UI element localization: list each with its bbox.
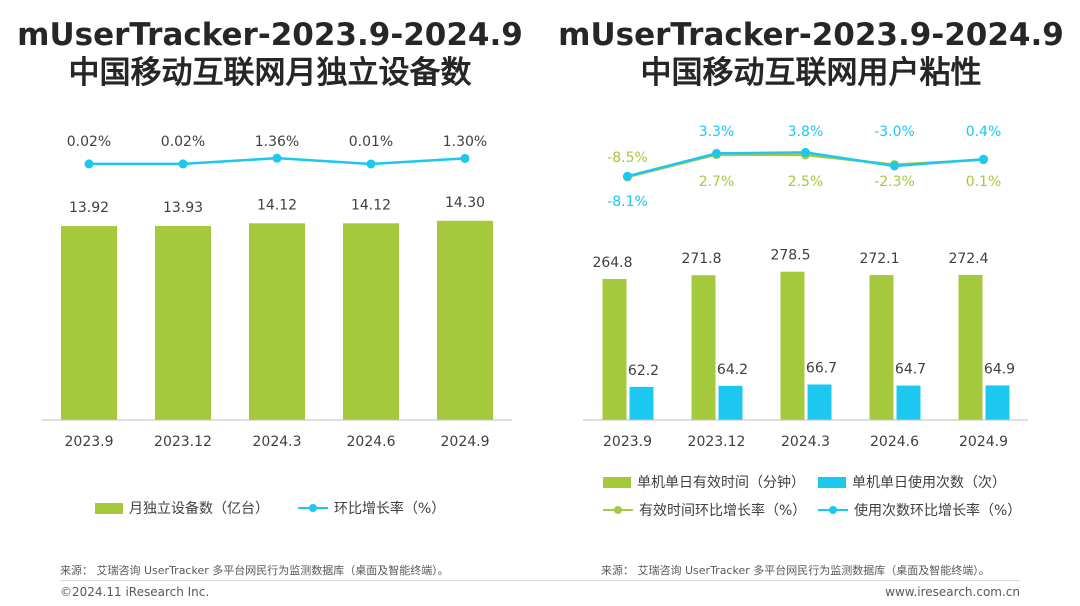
bar-devices xyxy=(249,223,305,420)
line-value-label: 1.30% xyxy=(443,134,487,150)
legend-item-mom-rate: 环比增长率（%） xyxy=(298,498,445,518)
legend-item-frequency: 单机单日使用次数（次） xyxy=(818,472,1006,492)
bar-value-label: 13.92 xyxy=(69,200,109,216)
legend-item-devices: 月独立设备数（亿台） xyxy=(95,498,269,518)
legend-swatch-green-bar xyxy=(95,502,123,514)
x-tick-label: 2024.6 xyxy=(347,434,396,450)
bar-frequency xyxy=(807,384,832,420)
line-value-label-duration-rate: 2.5% xyxy=(788,174,824,190)
legend-label: 单机单日使用次数（次） xyxy=(852,475,1006,491)
footer-divider xyxy=(60,580,1020,581)
legend-label: 使用次数环比增长率（%） xyxy=(854,503,1022,519)
bar-value-label: 14.30 xyxy=(445,195,485,211)
legend-item-duration-rate: 有效时间环比增长率（%） xyxy=(603,500,806,520)
line-point-mom-rate xyxy=(366,159,376,169)
line-value-label: 0.02% xyxy=(161,134,205,150)
bar-value-label: 272.4 xyxy=(948,251,988,267)
line-value-label: 1.36% xyxy=(255,134,299,150)
bar-frequency xyxy=(896,385,921,420)
right-chart: 264.8 62.2 2023.9 271.8 64.2 2023.12 278.5 66.7… xyxy=(583,124,1028,450)
legend-swatch-blue-bar xyxy=(818,476,846,488)
right-title-line1: mUserTracker-2023.9-2024.9 xyxy=(558,17,1064,53)
source-note-left: 来源： 艾瑞咨询 UserTracker 多平台网民行为监测数据库（桌面及智能终… xyxy=(60,564,449,577)
x-tick-label: 2024.3 xyxy=(781,434,830,450)
left-chart: 13.92 2023.9 13.93 2023.12 14.12 2024.3 14.12 2… xyxy=(42,134,512,450)
legend-label: 月独立设备数（亿台） xyxy=(129,501,269,517)
copyright: ©2024.11 iResearch Inc. xyxy=(60,585,210,599)
legend-swatch-green-line xyxy=(603,504,633,516)
left-chart-title: mUserTracker-2023.9-2024.9 中国移动互联网月独立设备数 xyxy=(5,16,535,92)
bar-value-label: 264.8 xyxy=(592,255,632,271)
bar-value-label: 62.2 xyxy=(628,363,659,379)
line-point-frequency-rate xyxy=(623,171,632,181)
line-value-label-duration-rate: -8.5% xyxy=(607,150,648,166)
legend-label: 单机单日有效时间（分钟） xyxy=(637,475,805,491)
right-title-line2: 中国移动互联网用户粘性 xyxy=(640,55,982,91)
bar-value-label: 14.12 xyxy=(351,197,391,213)
line-point-mom-rate xyxy=(84,159,94,169)
bar-duration xyxy=(691,275,716,420)
bar-value-label: 271.8 xyxy=(681,251,721,267)
x-tick-label: 2024.9 xyxy=(441,434,490,450)
source-note-right: 来源： 艾瑞咨询 UserTracker 多平台网民行为监测数据库（桌面及智能终… xyxy=(601,564,990,577)
left-title-line1: mUserTracker-2023.9-2024.9 xyxy=(17,17,523,53)
x-tick-label: 2023.9 xyxy=(65,434,114,450)
bar-duration xyxy=(958,274,983,420)
legend-label: 有效时间环比增长率（%） xyxy=(639,503,807,519)
line-point-frequency-rate xyxy=(801,147,810,157)
bar-frequency xyxy=(718,385,743,420)
website-link[interactable]: www.iresearch.com.cn xyxy=(885,585,1020,599)
line-value-label-frequency-rate: -8.1% xyxy=(607,194,648,210)
bar-value-label: 13.93 xyxy=(163,200,203,216)
bar-duration xyxy=(869,275,894,420)
line-point-mom-rate xyxy=(460,153,470,163)
bar-duration xyxy=(780,271,805,420)
legend-swatch-blue-line xyxy=(298,502,328,514)
bar-value-label: 66.7 xyxy=(806,360,837,376)
line-value-label: 0.02% xyxy=(67,134,111,150)
bar-devices xyxy=(343,223,399,420)
line-value-label-frequency-rate: 0.4% xyxy=(966,124,1002,140)
bar-value-label: 64.7 xyxy=(895,362,926,378)
line-value-label-duration-rate: -2.3% xyxy=(874,174,915,190)
line-point-frequency-rate xyxy=(712,148,721,158)
x-tick-label: 2023.9 xyxy=(603,434,652,450)
bar-frequency xyxy=(629,386,654,420)
left-title-line2: 中国移动互联网月独立设备数 xyxy=(68,55,472,91)
x-tick-label: 2024.9 xyxy=(959,434,1008,450)
bar-value-label: 64.2 xyxy=(717,362,748,378)
bar-duration xyxy=(602,278,627,420)
line-value-label-duration-rate: 0.1% xyxy=(966,174,1002,190)
bar-value-label: 64.9 xyxy=(984,361,1015,377)
right-chart-title: mUserTracker-2023.9-2024.9 中国移动互联网用户粘性 xyxy=(546,16,1076,92)
line-point-frequency-rate xyxy=(890,161,899,171)
line-value-label-duration-rate: 2.7% xyxy=(699,174,735,190)
legend-item-frequency-rate: 使用次数环比增长率（%） xyxy=(818,500,1021,520)
x-tick-label: 2024.3 xyxy=(253,434,302,450)
legend-item-duration: 单机单日有效时间（分钟） xyxy=(603,472,805,492)
bar-value-label: 14.12 xyxy=(257,197,297,213)
bar-devices xyxy=(155,225,211,420)
line-point-frequency-rate xyxy=(979,154,988,164)
bar-devices xyxy=(61,226,117,420)
line-value-label-frequency-rate: 3.8% xyxy=(788,124,824,140)
legend-label: 环比增长率（%） xyxy=(334,501,446,517)
line-value-label: 0.01% xyxy=(349,134,393,150)
legend-swatch-green-bar xyxy=(603,476,631,488)
line-point-mom-rate xyxy=(272,153,282,163)
line-value-label-frequency-rate: -3.0% xyxy=(874,124,915,140)
x-tick-label: 2023.12 xyxy=(688,434,746,450)
bar-devices xyxy=(437,220,493,420)
x-tick-label: 2024.6 xyxy=(870,434,919,450)
line-point-mom-rate xyxy=(178,159,188,169)
bar-frequency xyxy=(985,385,1010,420)
bar-value-label: 278.5 xyxy=(770,248,810,264)
legend-swatch-blue-line xyxy=(818,504,848,516)
x-tick-label: 2023.12 xyxy=(154,434,212,450)
line-value-label-frequency-rate: 3.3% xyxy=(699,124,735,140)
bar-value-label: 272.1 xyxy=(859,251,899,267)
